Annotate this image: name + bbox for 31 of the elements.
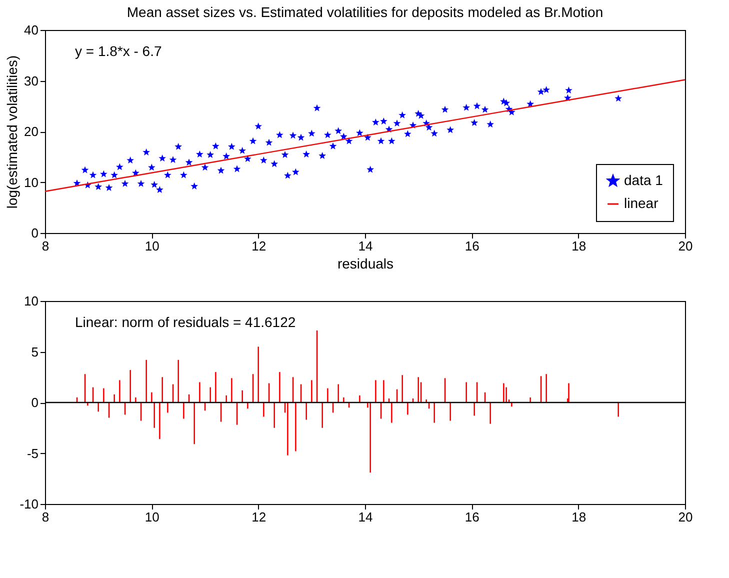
y-tick-label: -5 (26, 446, 38, 461)
x-tick-label: 14 (358, 238, 373, 254)
x-tick-label: 18 (572, 238, 586, 254)
x-tick-label: 10 (144, 510, 160, 524)
annotation: Linear: norm of residuals = 41.6122 (75, 314, 296, 330)
x-tick-label: 18 (572, 510, 586, 524)
x-tick-label: 8 (42, 238, 50, 254)
x-tick-label: 16 (464, 238, 480, 254)
x-axis-title: residuals (337, 256, 394, 272)
chart-title: Mean asset sizes vs. Estimated volatilities for deposits modeled as Br.Motion (126, 4, 604, 20)
legend-label: linear (624, 195, 659, 211)
y-tick-label: 10 (24, 174, 38, 190)
y-tick-label: 0 (31, 395, 38, 410)
annotation: y = 1.8*x - 6.7 (75, 43, 162, 59)
y-axis-title: log(estimated volatilities) (4, 55, 20, 209)
y-tick-label: 40 (24, 22, 38, 38)
y-tick-label: 20 (24, 124, 38, 139)
y-tick-label: 30 (24, 73, 38, 88)
x-tick-label: 16 (464, 510, 480, 524)
x-tick-label: 8 (42, 510, 50, 524)
x-tick-label: 12 (252, 510, 266, 524)
y-tick-label: -10 (20, 496, 38, 512)
x-tick-label: 10 (144, 238, 160, 254)
x-tick-label: 20 (678, 510, 693, 524)
x-tick-label: 14 (358, 510, 373, 524)
x-tick-label: 12 (252, 238, 266, 254)
legend-label: data 1 (624, 172, 664, 188)
x-tick-label: 20 (678, 238, 693, 254)
y-tick-label: 10 (24, 294, 38, 308)
y-tick-label: 5 (31, 344, 38, 360)
y-tick-label: 0 (31, 226, 38, 240)
